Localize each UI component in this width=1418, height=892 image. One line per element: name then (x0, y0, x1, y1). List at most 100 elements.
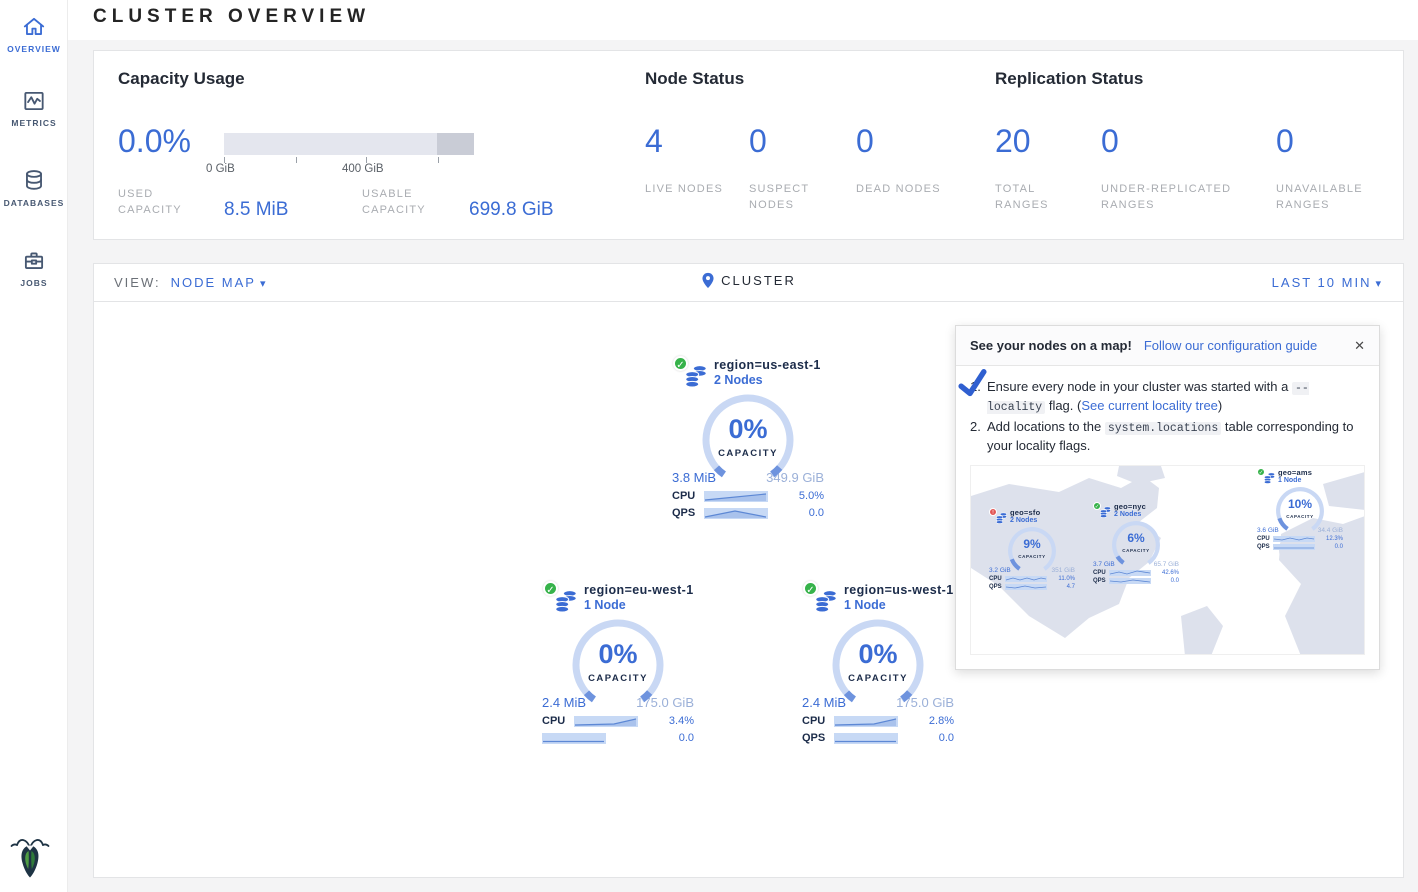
capacity-used-percent: 0.0% (118, 123, 191, 159)
used-value: 2.4 MiB (542, 695, 587, 710)
stat-value: 0 (856, 123, 874, 159)
node-stack-icon (996, 512, 1007, 524)
gauge-arc (572, 619, 664, 711)
qps-label: QPS (989, 583, 1002, 590)
capacity-gauge: 0% CAPACITY (698, 390, 798, 490)
cpu-value: 2.8% (928, 715, 954, 727)
stat-label: UNDER-REPLICATED RANGES (1101, 183, 1232, 211)
step-number: 2. (970, 418, 981, 434)
capacity-caption: CAPACITY (1286, 513, 1314, 519)
mini-group-header: ✓ geo=nyc 2 Nodes (1089, 501, 1183, 518)
capacity-gauge: 6% CAPACITY (1110, 519, 1162, 571)
total-value: 351 GiB (1051, 566, 1076, 574)
sidebar-item-jobs[interactable]: JOBS (0, 248, 68, 288)
used-capacity-label: USED CAPACITY (118, 188, 182, 216)
capacity-values: 2.4 MiB 175.0 GiB (802, 695, 954, 710)
capacity-bar-ticks (224, 157, 474, 165)
view-bar: VIEW: NODE MAP ▾ CLUSTER LAST 10 MIN ▾ (94, 264, 1403, 302)
mini-group-labels: geo=sfo 2 Nodes (1010, 508, 1040, 524)
time-range-selector[interactable]: LAST 10 MIN ▾ (1272, 275, 1383, 290)
stat-dead-nodes: 0 DEAD NODES (856, 123, 956, 198)
sidebar: OVERVIEW METRICS DATABASES JOBS (0, 0, 68, 892)
breadcrumb-label: CLUSTER (721, 272, 796, 288)
cpu-value: 5.0% (798, 490, 824, 502)
qps-row: QPS 0.0 (672, 507, 824, 519)
cpu-row: CPU 12.3% (1257, 535, 1343, 542)
summary-stats-card: Capacity Usage Node Status Replication S… (93, 50, 1404, 240)
page-title: CLUSTER OVERVIEW (93, 6, 371, 27)
cpu-row: CPU 2.8% (802, 715, 954, 727)
node-group-us-east-1[interactable]: ✓ region=us-east-1 2 Nodes (663, 356, 833, 519)
sidebar-item-metrics[interactable]: METRICS (0, 88, 68, 128)
capacity-bar-dark-segment (437, 133, 474, 155)
capacity-values: 2.4 MiB 175.0 GiB (542, 695, 694, 710)
node-status-title: Node Status (645, 69, 745, 88)
healthy-check-icon: ✓ (673, 356, 688, 371)
qps-sparkline (1005, 583, 1047, 590)
view-value: NODE MAP (170, 275, 256, 290)
qps-value: 0.0 (938, 732, 954, 744)
qps-row: QPS 4.7 (989, 583, 1075, 590)
locality-tree-link[interactable]: See current locality tree (1081, 397, 1218, 413)
breadcrumb: CLUSTER (94, 272, 1403, 294)
region-label: region=us-east-1 (714, 358, 821, 372)
node-map-canvas: ✓ region=us-east-1 2 Nodes (94, 302, 1403, 877)
node-group-us-west-1[interactable]: ✓ region=us-west-1 1 Node (793, 581, 963, 744)
node-group-labels: region=eu-west-1 1 Node (584, 583, 694, 612)
capacity-gauge: 9% CAPACITY (1006, 525, 1058, 577)
sidebar-item-databases[interactable]: DATABASES (0, 168, 68, 208)
cpu-label: CPU (1093, 569, 1106, 576)
code-chip: system.locations (1104, 421, 1222, 435)
stat-value: 4 (645, 123, 663, 159)
stat-live-nodes: 4 LIVE NODES (645, 123, 735, 198)
capacity-caption: CAPACITY (1122, 547, 1150, 553)
configuration-guide-link[interactable]: Follow our configuration guide (1143, 338, 1318, 353)
healthy-check-icon: ✓ (1257, 467, 1265, 476)
stat-value: 0 (1101, 123, 1119, 159)
step-text: Add locations to the system.locations ta… (987, 418, 1365, 455)
stat-total-ranges: 20 TOTAL RANGES (995, 123, 1090, 214)
capacity-usage-title: Capacity Usage (118, 69, 245, 88)
cpu-label: CPU (542, 715, 566, 727)
stat-label: TOTAL RANGES (995, 183, 1049, 211)
node-group-header: ✓ region=eu-west-1 1 Node (533, 581, 703, 613)
cpu-value: 11.0% (1058, 575, 1075, 582)
stat-unavailable-ranges: 0 UNAVAILABLE RANGES (1276, 123, 1401, 214)
qps-row: QPS 0.0 (1257, 543, 1343, 550)
cockroachdb-logo (10, 835, 50, 884)
node-count-label: 2 Nodes (1114, 510, 1142, 518)
node-group-eu-west-1[interactable]: ✓ region=eu-west-1 1 Node (533, 581, 703, 744)
view-selector[interactable]: NODE MAP ▾ (171, 275, 268, 290)
example-region-nyc: ✓ geo=nyc 2 Nodes 6% CAPACITY (1089, 501, 1183, 584)
node-group-labels: region=us-east-1 2 Nodes (714, 358, 821, 387)
cpu-row: CPU 5.0% (672, 490, 824, 502)
cpu-value: 3.4% (668, 715, 694, 727)
total-value: 175.0 GiB (896, 695, 954, 710)
total-value: 34.4 GiB (1317, 526, 1343, 534)
close-icon[interactable]: ✕ (1354, 337, 1365, 353)
total-value: 65.7 GiB (1153, 560, 1179, 568)
mini-group-header: ✓ geo=ams 1 Node (1253, 467, 1347, 484)
node-map-card: VIEW: NODE MAP ▾ CLUSTER LAST 10 MIN ▾ ✓ (93, 263, 1404, 878)
node-count-label[interactable]: 1 Node (584, 598, 626, 612)
world-map-graphic (971, 465, 1364, 654)
region-label: geo=nyc (1114, 501, 1147, 511)
stat-label: LIVE NODES (645, 183, 724, 195)
node-group-labels: region=us-west-1 1 Node (844, 583, 954, 612)
sidebar-item-overview[interactable]: OVERVIEW (0, 14, 68, 54)
capacity-percent: 0% (858, 639, 898, 669)
databases-icon (26, 170, 42, 190)
node-count-label[interactable]: 2 Nodes (714, 373, 763, 387)
cpu-sparkline (1273, 535, 1315, 542)
qps-label: QPS (802, 732, 826, 744)
breadcrumb-cluster[interactable]: CLUSTER (701, 272, 796, 289)
example-region-ams: ✓ geo=ams 1 Node 10% CAPACITY (1253, 467, 1347, 550)
example-region-sfo: ! geo=sfo 2 Nodes 9% CAPACITY (985, 507, 1079, 590)
capacity-values: 3.8 MiB 349.9 GiB (672, 470, 824, 485)
jobs-icon (24, 252, 44, 269)
qps-value: 0.0 (678, 732, 694, 744)
step-text-part: ) (1217, 397, 1223, 413)
node-count-label[interactable]: 1 Node (844, 598, 886, 612)
region-label: region=us-west-1 (844, 583, 954, 597)
qps-sparkline (834, 732, 898, 744)
